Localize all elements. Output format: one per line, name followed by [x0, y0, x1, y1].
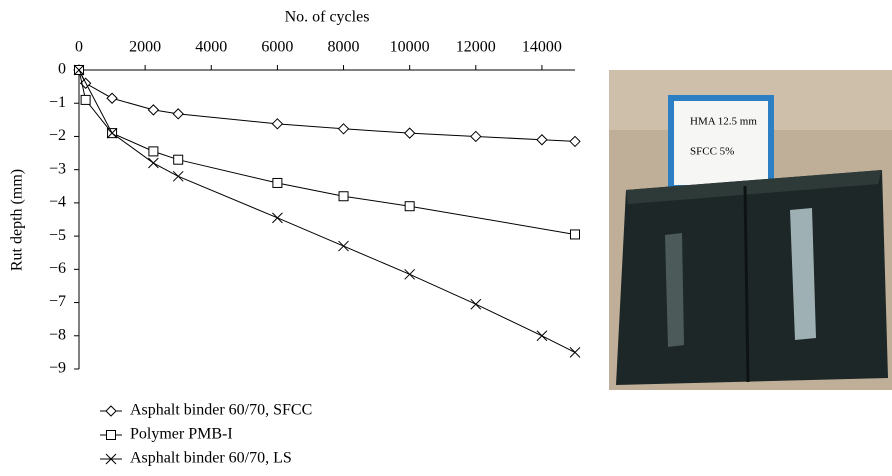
marker: [570, 136, 580, 146]
marker: [405, 202, 414, 211]
sign: [674, 101, 768, 185]
x-tick-label: 6000: [261, 39, 293, 56]
x-tick-label: 10000: [390, 39, 430, 56]
marker: [471, 299, 481, 309]
x-tick-label: 0: [75, 39, 83, 56]
marker: [173, 109, 183, 119]
marker: [81, 95, 90, 104]
marker: [148, 105, 158, 115]
legend-label: Polymer PMB-I: [130, 426, 233, 443]
y-tick-label: −6: [49, 260, 66, 277]
marker: [339, 124, 349, 134]
photo: HMA 12.5 mm SFCC 5%: [609, 70, 892, 390]
rut-track: [665, 233, 684, 347]
y-tick-label: 0: [58, 61, 66, 78]
y-tick-label: −9: [49, 360, 66, 377]
x-axis-title: No. of cycles: [285, 9, 370, 26]
figure: HMA 12.5 mm SFCC 5% No. of cycles Rut de…: [0, 0, 892, 476]
legend-label: Asphalt binder 60/70, LS: [130, 450, 292, 467]
y-tick-label: −5: [49, 227, 66, 244]
marker: [339, 241, 349, 251]
marker: [571, 230, 580, 239]
marker: [106, 406, 116, 416]
asphalt-block: [616, 170, 888, 385]
marker: [405, 128, 415, 138]
y-tick-label: −8: [49, 326, 66, 343]
marker: [107, 431, 116, 440]
y-axis-title: Rut depth (mm): [9, 169, 26, 271]
y-tick-label: −1: [49, 94, 66, 111]
x-tick-label: 4000: [195, 39, 227, 56]
marker: [339, 192, 348, 201]
marker: [471, 131, 481, 141]
x-tick-label: 14000: [522, 39, 562, 56]
x-tick-label: 12000: [456, 39, 496, 56]
marker: [537, 331, 547, 341]
y-tick-label: −4: [49, 194, 66, 211]
sign-text: SFCC 5%: [690, 146, 734, 158]
x-tick-label: 2000: [129, 39, 161, 56]
marker: [149, 147, 158, 156]
marker: [570, 347, 580, 357]
sign-text: HMA 12.5 mm: [690, 116, 757, 128]
marker: [107, 93, 117, 103]
legend-label: Asphalt binder 60/70, SFCC: [130, 402, 312, 419]
y-tick-label: −7: [49, 293, 66, 310]
y-tick-label: −2: [49, 127, 66, 144]
x-tick-label: 8000: [328, 39, 360, 56]
marker: [174, 155, 183, 164]
marker: [405, 269, 415, 279]
y-tick-label: −3: [49, 160, 66, 177]
marker: [537, 135, 547, 145]
marker: [273, 178, 282, 187]
marker: [272, 213, 282, 223]
marker: [272, 119, 282, 129]
marker: [148, 158, 158, 168]
marker: [173, 171, 183, 181]
